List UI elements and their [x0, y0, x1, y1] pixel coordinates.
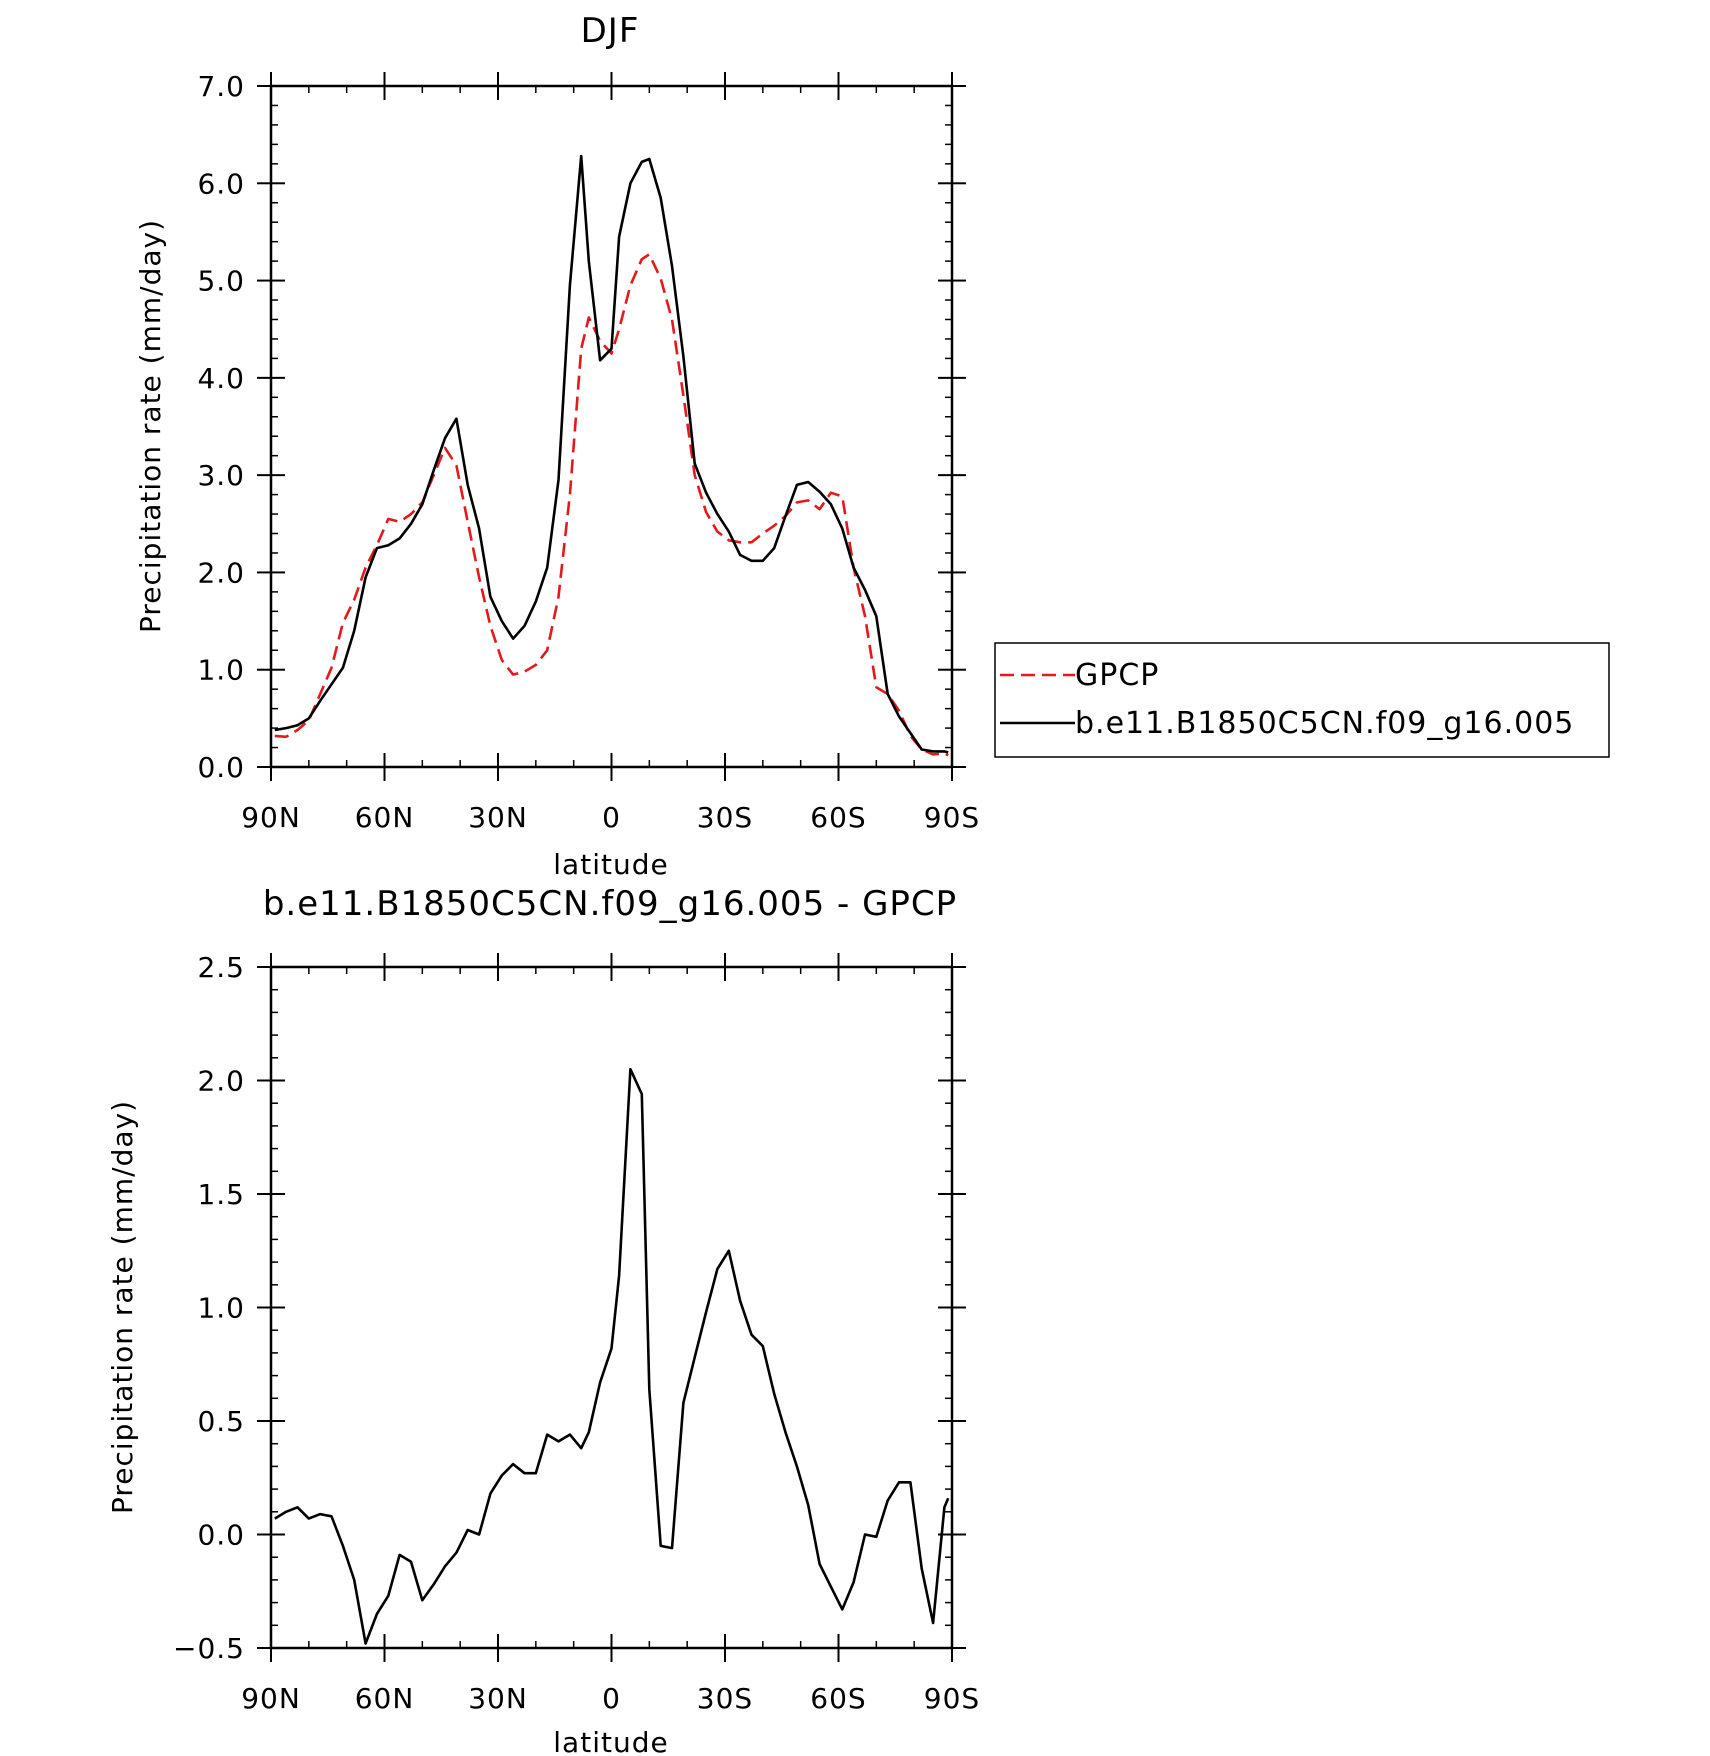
y-tick-label: 0.5 [197, 1405, 245, 1438]
x-tick-label: 30S [697, 801, 753, 834]
x-tick-label: 0 [602, 1682, 621, 1715]
y-tick-labels: −0.5 0.0 0.5 1.0 1.5 2.0 2.5 [173, 951, 245, 1665]
x-tick-label: 60S [810, 801, 866, 834]
x-tick-label: 90N [241, 1682, 301, 1715]
y-axis-label: Precipitation rate (mm/day) [134, 219, 167, 633]
y-tick-label: 2.5 [197, 951, 245, 984]
y-tick-label: 7.0 [197, 70, 245, 103]
x-tick-label: 60N [355, 1682, 415, 1715]
djf-zonal-mean-chart: DJF 0.0 1.0 2.0 3.0 4.0 5.0 6.0 7.0 90N 60N 30N 0 3… [134, 11, 1610, 881]
y-axis-label: Precipitation rate (mm/day) [106, 1100, 139, 1514]
legend: GPCP b.e11.B1850C5CN.f09_g16.005 [994, 642, 1610, 758]
legend-box [994, 642, 1610, 758]
plot-frame [269, 84, 954, 769]
chart-series [274, 1067, 950, 1645]
y-tick-label: 1.0 [197, 1292, 245, 1325]
y-tick-label: 4.0 [197, 362, 245, 395]
chart-title: DJF [581, 11, 640, 51]
series-line-model [274, 1067, 950, 1645]
y-tick-labels: 0.0 1.0 2.0 3.0 4.0 5.0 6.0 7.0 [197, 70, 245, 784]
y-tick-label: 0.0 [197, 751, 245, 784]
y-tick-label: 3.0 [197, 459, 245, 492]
x-tick-label: 30S [697, 1682, 753, 1715]
y-tick-label: 5.0 [197, 265, 245, 298]
x-tick-label: 30N [468, 1682, 528, 1715]
legend-label-model: b.e11.B1850C5CN.f09_g16.005 [1075, 706, 1574, 741]
y-tick-label: 1.0 [197, 654, 245, 687]
x-tick-label: 90S [924, 1682, 980, 1715]
y-tick-label: 6.0 [197, 167, 245, 200]
y-tick-label: 2.0 [197, 1065, 245, 1098]
x-tick-label: 60N [355, 801, 415, 834]
y-tick-label: 2.0 [197, 556, 245, 589]
x-tick-label: 0 [602, 801, 621, 834]
x-tick-label: 30N [468, 801, 528, 834]
x-axis-label: latitude [553, 1726, 668, 1756]
x-tick-labels: 90N 60N 30N 0 30S 60S 90S [241, 1682, 980, 1715]
x-tick-labels: 90N 60N 30N 0 30S 60S 90S [241, 801, 980, 834]
x-tick-label: 60S [810, 1682, 866, 1715]
y-tick-label: 1.5 [197, 1178, 245, 1211]
x-tick-label: 90S [924, 801, 980, 834]
y-tick-label: 0.0 [197, 1519, 245, 1552]
series-line-gpcp [274, 253, 949, 757]
plot-frame [269, 965, 954, 1650]
difference-chart: b.e11.B1850C5CN.f09_g16.005 - GPCP −0.5 0… [106, 884, 980, 1756]
chart-series [274, 154, 949, 757]
series-line-model [274, 154, 949, 754]
legend-label-gpcp: GPCP [1075, 658, 1159, 693]
chart-title: b.e11.B1850C5CN.f09_g16.005 - GPCP [263, 884, 957, 924]
x-axis-label: latitude [553, 848, 668, 881]
y-tick-label: −0.5 [173, 1632, 245, 1665]
x-tick-label: 90N [241, 801, 301, 834]
